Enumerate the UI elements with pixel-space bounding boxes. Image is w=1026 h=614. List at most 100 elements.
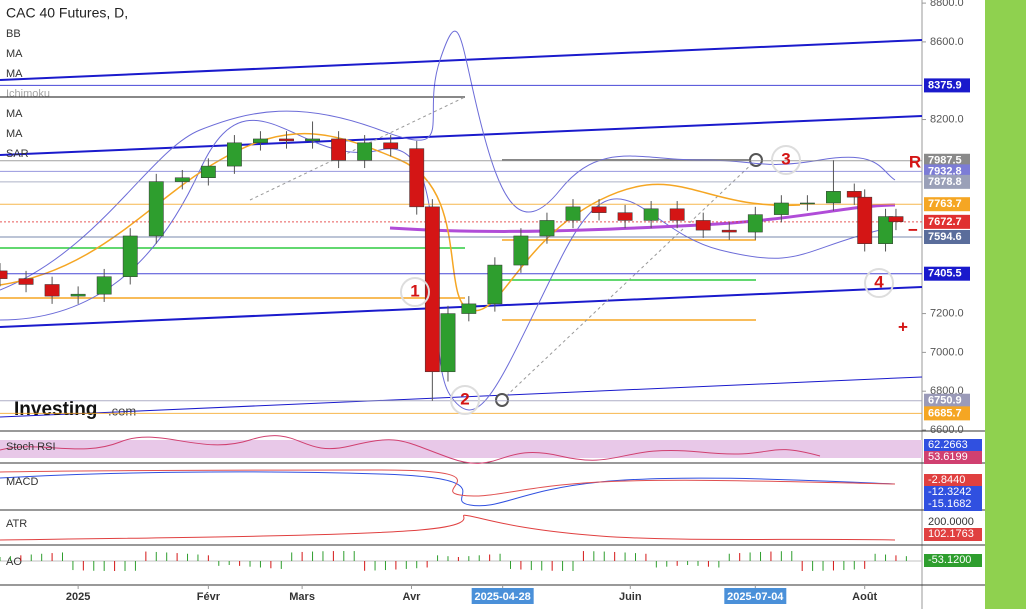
candle-body [174, 177, 190, 182]
pane-reading-box [924, 486, 982, 499]
annotation-circle [864, 268, 894, 298]
annotation: − [908, 220, 918, 239]
pane-reading: 102.1763 [928, 528, 974, 540]
logo-suffix: .com [108, 403, 136, 418]
y-tick-label: 8600.0 [930, 36, 964, 48]
candle-body [253, 138, 268, 144]
pane-reading-box [924, 451, 982, 464]
candle-body [773, 202, 789, 215]
price-label: 7987.5 [928, 155, 962, 167]
candle-body [591, 206, 607, 213]
annotation: 2 [460, 389, 469, 408]
pane-name: MACD [6, 476, 38, 488]
candle-body [148, 181, 164, 237]
price-label-box [924, 197, 970, 212]
x-tick-label: 2025-04-28 [475, 591, 531, 603]
candle-body [440, 313, 456, 373]
pane-name: ATR [6, 518, 27, 530]
candle-body [357, 142, 373, 161]
annotation: 4 [874, 272, 884, 291]
candle-body [846, 191, 862, 198]
price-label-box [924, 78, 970, 93]
indicator-label: MA [6, 68, 23, 80]
macd-signal [0, 469, 896, 497]
candle-body [888, 216, 904, 223]
x-tick-label: Mars [289, 591, 315, 603]
candle-body [424, 206, 440, 373]
candle-body [721, 229, 737, 233]
y-tick-label: 7200.0 [930, 307, 964, 319]
price-label: 6685.7 [928, 407, 962, 419]
indicator-label: MA [6, 48, 23, 60]
candle-body [539, 220, 555, 237]
candle-body [643, 208, 659, 221]
pane-reading: 200.0000 [928, 516, 974, 528]
x-tick-highlight [471, 588, 534, 604]
price-label: 6750.9 [928, 395, 962, 407]
annotation: R [909, 152, 921, 171]
annotation-circle [771, 145, 801, 175]
candle-body [0, 270, 8, 279]
price-label: 7878.8 [928, 176, 962, 188]
annotation-circle [450, 385, 480, 415]
candle-body [487, 264, 503, 305]
y-tick-label: 7000.0 [930, 346, 964, 358]
candle-body [226, 142, 242, 167]
atr-line [0, 514, 896, 541]
x-tick-label: Févr [197, 591, 221, 603]
candle-body [96, 276, 112, 295]
price-label-box [924, 393, 970, 408]
price-label: 7672.7 [928, 216, 962, 228]
y-tick-label: 6600.0 [930, 424, 964, 436]
pane-borders [0, 430, 985, 586]
price-label-box [924, 174, 970, 189]
pane-reading-box [924, 498, 982, 511]
candle-body [747, 214, 763, 233]
macd-line [0, 471, 896, 507]
chart-title: CAC 40 Futures, D, [6, 5, 128, 21]
candle-body [857, 196, 873, 244]
candle-body [200, 165, 216, 178]
candle-body [565, 206, 581, 221]
trendlines [0, 30, 923, 418]
candle-body [383, 142, 399, 149]
candle-body [461, 303, 477, 314]
candle-body [70, 293, 86, 297]
candle-body [279, 138, 294, 142]
candle-body [44, 284, 60, 297]
candle-body [409, 148, 425, 208]
indicator-label: MA [6, 108, 23, 120]
price-label-box [924, 214, 970, 229]
candle-body [695, 220, 711, 231]
candle-body [305, 138, 320, 142]
pane-reading-box [924, 554, 982, 567]
price-label-box [924, 153, 970, 168]
candle-body [799, 202, 815, 205]
pane-reading-box [924, 516, 982, 529]
price-label: 7594.6 [928, 231, 962, 243]
x-tick-label: 2025 [66, 591, 90, 603]
side-strip [985, 0, 1026, 609]
candle-body [826, 191, 841, 204]
candle-body [617, 212, 633, 221]
x-tick-label: Août [852, 591, 877, 603]
y-tick-label: 8800.0 [930, 0, 964, 9]
x-tick-label: Juin [619, 591, 642, 603]
candle-body [122, 235, 138, 277]
annotation: 1 [410, 281, 419, 300]
price-label: 7932.8 [928, 165, 962, 177]
price-label-box [924, 230, 970, 245]
indicator-label: MA [6, 128, 23, 140]
stoch-band [0, 440, 922, 458]
annotation-circle [400, 277, 430, 307]
price-label: 7763.7 [928, 198, 962, 210]
candle-body [669, 208, 685, 221]
pane-reading-box [924, 439, 982, 452]
x-tick-label: 2025-07-04 [727, 591, 784, 603]
pane-reading-box [924, 528, 982, 541]
stoch-line [0, 435, 821, 464]
logo: Investing [14, 399, 97, 420]
pane-reading: 62.2663 [928, 439, 968, 451]
pane-name: AO [6, 556, 22, 568]
